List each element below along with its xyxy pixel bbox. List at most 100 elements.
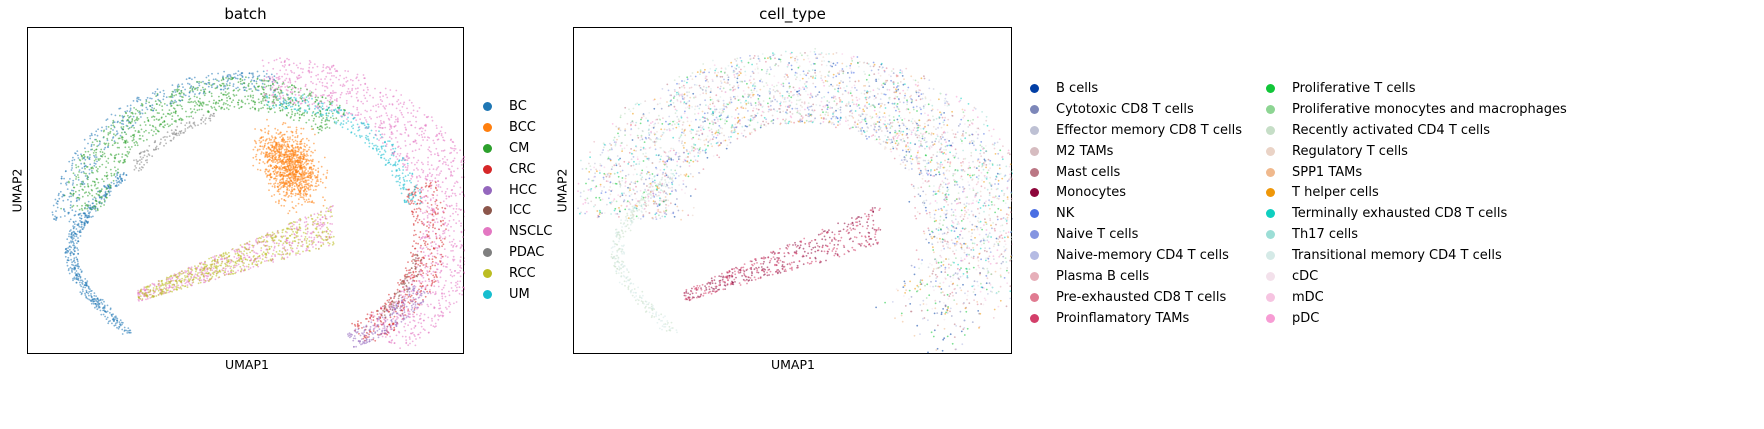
scatter-point (225, 94, 228, 97)
scatter-point (306, 137, 308, 140)
scatter-point (390, 148, 392, 151)
scatter-point (405, 155, 408, 158)
scatter-point (72, 227, 75, 230)
scatter-point (316, 216, 319, 219)
scatter-point (71, 184, 74, 186)
scatter-point (347, 88, 350, 90)
scatter-point (459, 259, 462, 262)
scatter-point (193, 95, 196, 98)
scatter-point (430, 209, 432, 212)
scatter-point (295, 128, 298, 131)
scatter-point (84, 150, 87, 153)
scatter-point (302, 193, 305, 196)
scatter-point (91, 171, 93, 174)
scatter-point (397, 99, 400, 101)
scatter-point (268, 234, 270, 236)
scatter-point (329, 215, 332, 218)
scatter-point (390, 125, 393, 128)
scatter-point (271, 231, 274, 234)
scatter-point (428, 150, 431, 152)
scatter-point (270, 195, 273, 198)
scatter-point (280, 204, 283, 207)
scatter-point (200, 261, 203, 264)
scatter-point (459, 186, 462, 189)
scatter-point (428, 146, 431, 149)
scatter-point (273, 150, 276, 153)
scatter-point (205, 76, 208, 79)
scatter-point (457, 264, 459, 267)
scatter-point (287, 162, 290, 165)
scatter-point (298, 156, 301, 159)
scatter-point (390, 127, 393, 129)
scatter-point (95, 187, 98, 190)
scatter-point (56, 206, 59, 209)
scatter-point (276, 88, 279, 91)
scatter-point (410, 174, 413, 177)
scatter-point (289, 150, 292, 153)
scatter-point (283, 148, 286, 151)
scatter-point (301, 178, 304, 181)
scatter-point (267, 84, 270, 87)
scatter-point (310, 240, 313, 242)
scatter-point (254, 128, 256, 130)
scatter-point (220, 84, 223, 87)
scatter-point (273, 102, 275, 104)
scatter-point (405, 339, 408, 341)
scatter-point (278, 92, 281, 95)
scatter-point (322, 117, 325, 119)
scatter-point (186, 270, 188, 273)
scatter-point (258, 148, 261, 151)
scatter-point (77, 237, 79, 239)
scatter-point (406, 159, 409, 162)
scatter-point (107, 187, 109, 190)
scatter-point (90, 208, 93, 211)
scatter-point (372, 96, 374, 99)
scatter-point (277, 202, 280, 205)
scatter-point (100, 313, 103, 316)
scatter-point (74, 152, 76, 154)
scatter-point (311, 201, 314, 204)
scatter-point (269, 156, 272, 159)
scatter-point (304, 149, 306, 151)
scatter-point (286, 256, 289, 259)
scatter-point (106, 174, 109, 177)
scatter-point (185, 110, 187, 113)
scatter-point (446, 308, 448, 310)
scatter-point (396, 158, 399, 161)
scatter-point (154, 126, 157, 129)
scatter-point (93, 144, 95, 146)
scatter-point (172, 279, 175, 282)
scatter-point (95, 305, 98, 308)
scatter-point (59, 190, 62, 193)
scatter-point (258, 101, 260, 104)
scatter-point (99, 200, 101, 203)
scatter-point (76, 205, 79, 207)
scatter-point (307, 162, 310, 165)
scatter-point (132, 100, 135, 102)
scatter-point (304, 216, 307, 219)
scatter-point (297, 66, 299, 69)
scatter-point (270, 152, 272, 155)
scatter-point (81, 283, 84, 285)
scatter-point (292, 188, 295, 191)
scatter-point (102, 180, 105, 183)
scatter-point (438, 302, 441, 305)
scatter-point (68, 241, 71, 244)
scatter-point (81, 195, 84, 198)
scatter-point (72, 248, 75, 251)
scatter-point (136, 109, 139, 112)
scatter-point (296, 160, 298, 163)
scatter-point (294, 240, 297, 243)
scatter-point (156, 88, 159, 91)
scatter-point (351, 87, 354, 90)
scatter-point (72, 241, 75, 244)
scatter-point (241, 260, 244, 263)
scatter-point (98, 202, 101, 205)
scatter-point (326, 99, 329, 102)
scatter-point (179, 286, 182, 288)
scatter-point (303, 112, 306, 114)
scatter-point (436, 249, 439, 252)
scatter-point (257, 98, 260, 101)
scatter-point (252, 265, 255, 268)
scatter-point (80, 171, 83, 174)
